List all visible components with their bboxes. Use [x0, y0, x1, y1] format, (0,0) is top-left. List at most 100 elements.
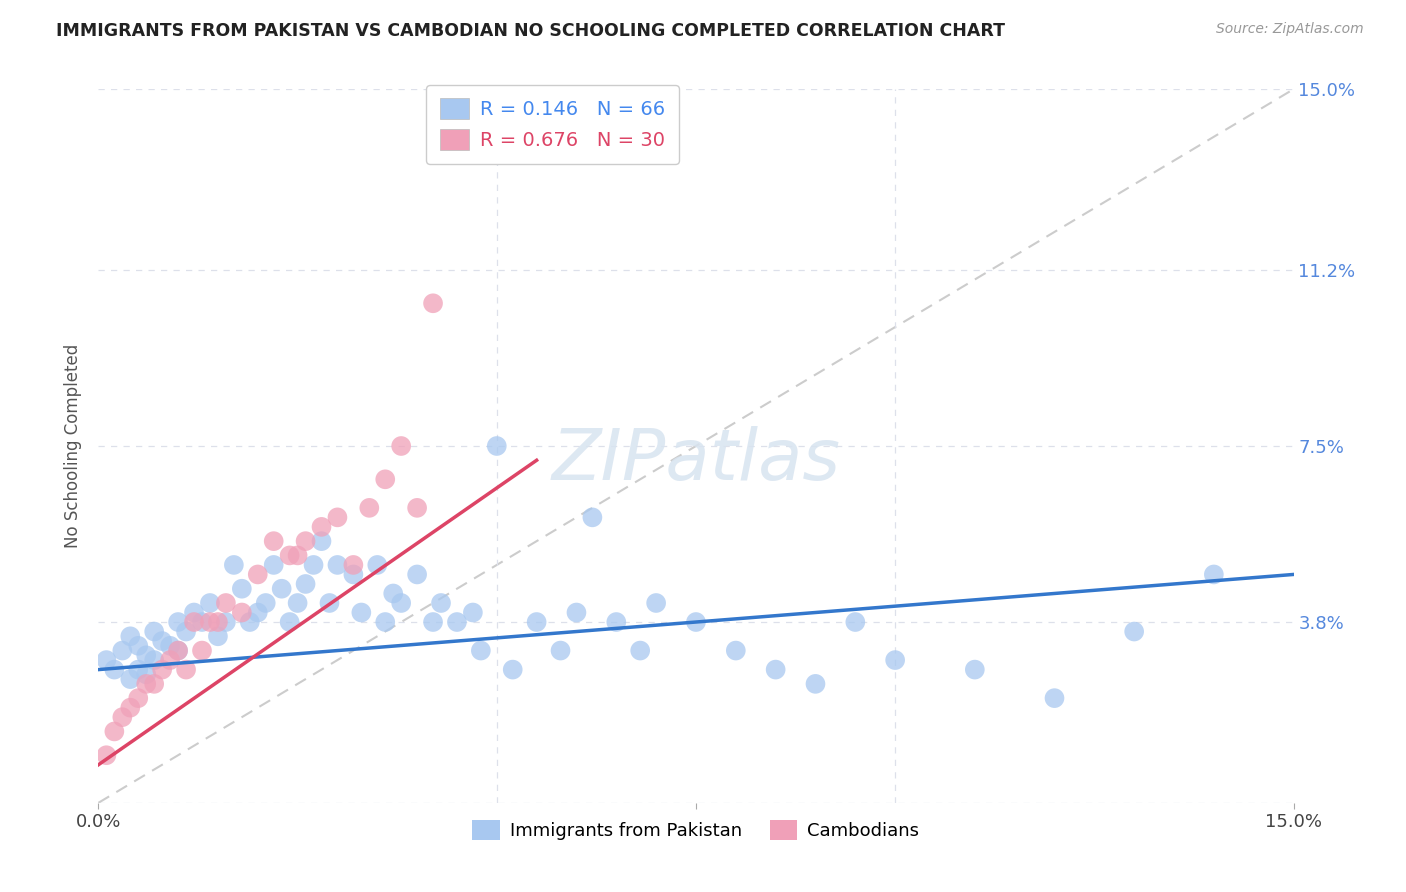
Point: [270, 582, 292, 596]
Point: [844, 615, 866, 629]
Point: [103, 663, 125, 677]
Point: [120, 672, 142, 686]
Point: [526, 615, 548, 629]
Point: [294, 577, 316, 591]
Point: [174, 663, 197, 677]
Point: [550, 643, 572, 657]
Point: [366, 558, 388, 572]
Point: [724, 643, 747, 657]
Point: [311, 520, 333, 534]
Point: [159, 653, 181, 667]
Point: [231, 606, 253, 620]
Point: [342, 558, 364, 572]
Point: [884, 653, 907, 667]
Point: [215, 615, 238, 629]
Point: [326, 558, 349, 572]
Text: IMMIGRANTS FROM PAKISTAN VS CAMBODIAN NO SCHOOLING COMPLETED CORRELATION CHART: IMMIGRANTS FROM PAKISTAN VS CAMBODIAN NO…: [56, 22, 1005, 40]
Point: [446, 615, 468, 629]
Point: [685, 615, 707, 629]
Point: [183, 615, 205, 629]
Point: [263, 534, 285, 549]
Point: [406, 500, 429, 515]
Point: [127, 663, 149, 677]
Point: [207, 629, 229, 643]
Point: [422, 296, 444, 310]
Point: [174, 624, 197, 639]
Point: [485, 439, 508, 453]
Point: [191, 615, 214, 629]
Point: [1202, 567, 1225, 582]
Point: [382, 586, 405, 600]
Point: [278, 549, 301, 563]
Point: [342, 567, 364, 582]
Point: [167, 643, 190, 657]
Point: [1123, 624, 1146, 639]
Point: [143, 624, 166, 639]
Point: [111, 643, 134, 657]
Point: [263, 558, 285, 572]
Text: ZIPatlas: ZIPatlas: [551, 425, 841, 495]
Point: [1043, 691, 1066, 706]
Point: [246, 567, 269, 582]
Point: [765, 663, 787, 677]
Point: [581, 510, 603, 524]
Point: [287, 596, 309, 610]
Point: [150, 634, 173, 648]
Point: [374, 472, 396, 486]
Point: [198, 596, 221, 610]
Y-axis label: No Schooling Completed: No Schooling Completed: [65, 344, 83, 548]
Point: [287, 549, 309, 563]
Text: Source: ZipAtlas.com: Source: ZipAtlas.com: [1216, 22, 1364, 37]
Point: [183, 606, 205, 620]
Point: [150, 663, 173, 677]
Point: [96, 653, 118, 667]
Point: [120, 629, 142, 643]
Point: [127, 639, 149, 653]
Point: [239, 615, 262, 629]
Point: [326, 510, 349, 524]
Point: [804, 677, 827, 691]
Point: [389, 596, 412, 610]
Point: [143, 677, 166, 691]
Point: [159, 639, 181, 653]
Legend: Immigrants from Pakistan, Cambodians: Immigrants from Pakistan, Cambodians: [465, 813, 927, 847]
Point: [167, 643, 190, 657]
Point: [143, 653, 166, 667]
Point: [135, 667, 157, 681]
Point: [246, 606, 269, 620]
Point: [311, 534, 333, 549]
Point: [222, 558, 245, 572]
Point: [461, 606, 484, 620]
Point: [135, 648, 157, 663]
Point: [359, 500, 381, 515]
Point: [294, 534, 316, 549]
Point: [135, 677, 157, 691]
Point: [207, 615, 229, 629]
Point: [198, 615, 221, 629]
Point: [470, 643, 492, 657]
Point: [254, 596, 277, 610]
Point: [628, 643, 651, 657]
Point: [389, 439, 412, 453]
Point: [645, 596, 668, 610]
Point: [120, 700, 142, 714]
Point: [963, 663, 986, 677]
Point: [111, 710, 134, 724]
Point: [605, 615, 627, 629]
Point: [430, 596, 453, 610]
Point: [422, 615, 444, 629]
Point: [127, 691, 149, 706]
Point: [191, 643, 214, 657]
Point: [565, 606, 588, 620]
Point: [374, 615, 396, 629]
Point: [215, 596, 238, 610]
Point: [103, 724, 125, 739]
Point: [502, 663, 524, 677]
Point: [318, 596, 340, 610]
Point: [96, 748, 118, 763]
Point: [167, 615, 190, 629]
Point: [350, 606, 373, 620]
Point: [231, 582, 253, 596]
Point: [302, 558, 325, 572]
Point: [406, 567, 429, 582]
